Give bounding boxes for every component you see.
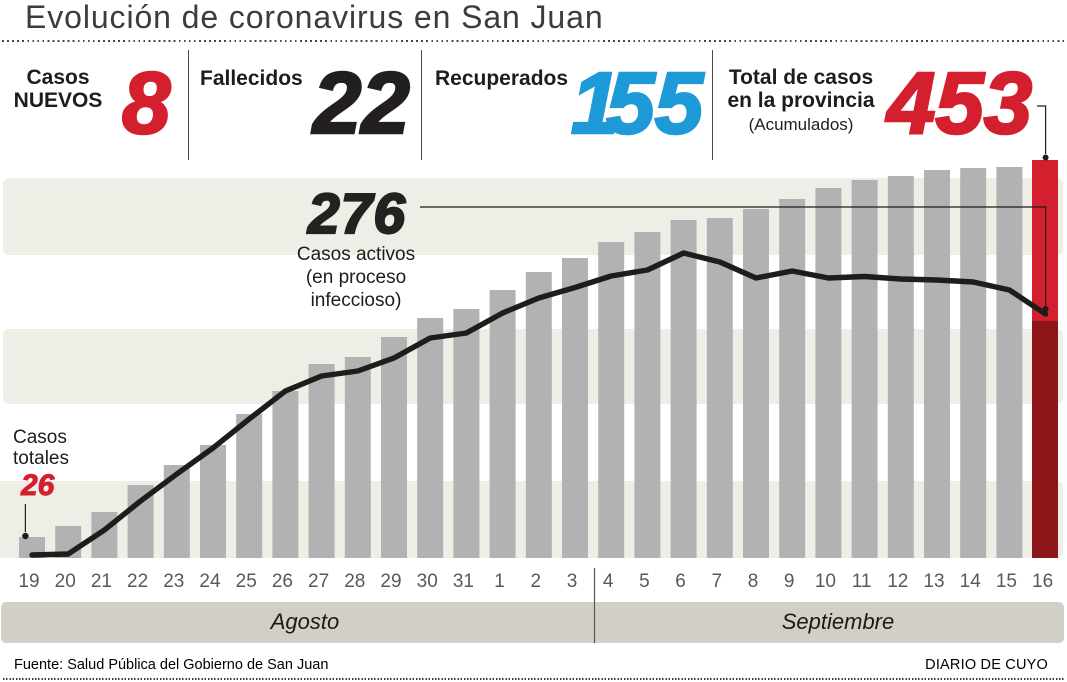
svg-text:6: 6 (675, 571, 686, 592)
svg-text:29: 29 (380, 571, 401, 592)
svg-text:14: 14 (960, 571, 982, 592)
svg-text:26: 26 (272, 571, 293, 592)
svg-text:12: 12 (887, 571, 908, 592)
svg-text:11: 11 (852, 571, 872, 592)
svg-text:5: 5 (639, 571, 650, 592)
svg-text:23: 23 (163, 571, 184, 592)
svg-text:10: 10 (815, 571, 836, 592)
svg-text:28: 28 (344, 571, 365, 592)
svg-text:9: 9 (784, 571, 795, 592)
svg-text:4: 4 (603, 571, 614, 592)
svg-text:31: 31 (453, 571, 474, 592)
svg-text:27: 27 (308, 571, 329, 592)
svg-text:Agosto: Agosto (269, 609, 340, 634)
svg-text:15: 15 (996, 571, 1017, 592)
svg-text:13: 13 (923, 571, 944, 592)
svg-text:22: 22 (127, 571, 148, 592)
svg-text:20: 20 (55, 571, 76, 592)
svg-text:30: 30 (417, 571, 438, 592)
svg-text:7: 7 (712, 571, 723, 592)
svg-text:25: 25 (236, 571, 257, 592)
svg-text:1: 1 (494, 571, 505, 592)
svg-text:19: 19 (18, 571, 39, 592)
svg-text:Septiembre: Septiembre (782, 609, 895, 634)
svg-text:2: 2 (531, 571, 542, 592)
svg-text:3: 3 (567, 571, 578, 592)
svg-text:24: 24 (199, 571, 221, 592)
svg-text:16: 16 (1032, 571, 1053, 592)
svg-text:21: 21 (91, 571, 112, 592)
svg-text:8: 8 (748, 571, 759, 592)
